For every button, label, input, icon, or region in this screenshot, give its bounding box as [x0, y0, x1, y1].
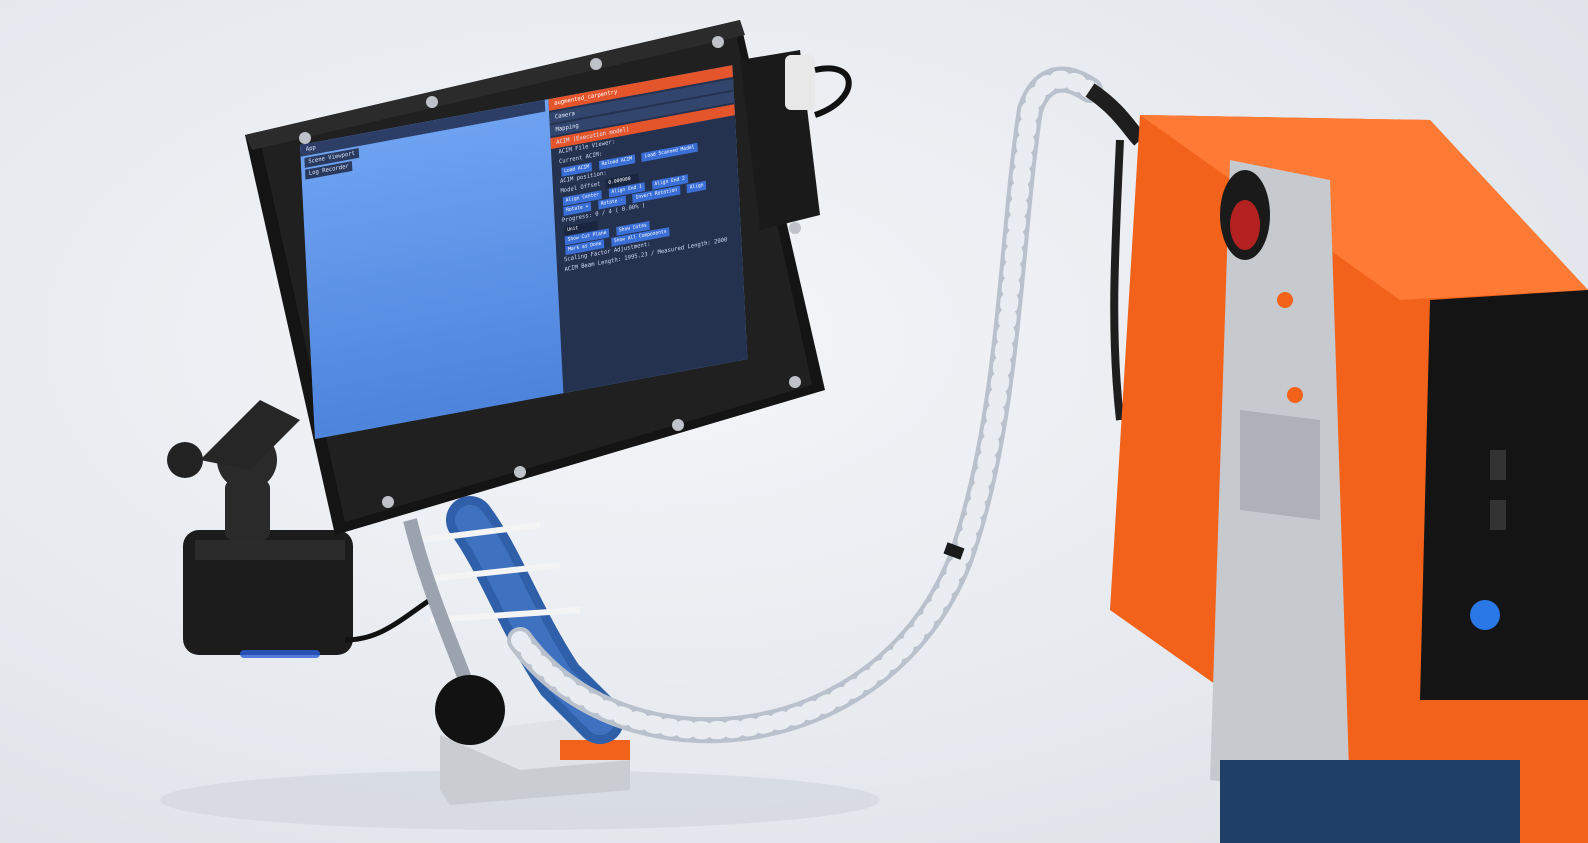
scene-viewport[interactable]: App Scene Viewport Log Recorder — [300, 99, 564, 439]
cable-spiral-wrap — [507, 66, 1146, 744]
flexible-arm — [403, 496, 624, 745]
camera-sensor-unit — [167, 400, 353, 658]
control-panel: augmented_carpentry Camera Mapping ACIM … — [548, 65, 748, 394]
orange-pc-enclosure — [1110, 115, 1588, 843]
